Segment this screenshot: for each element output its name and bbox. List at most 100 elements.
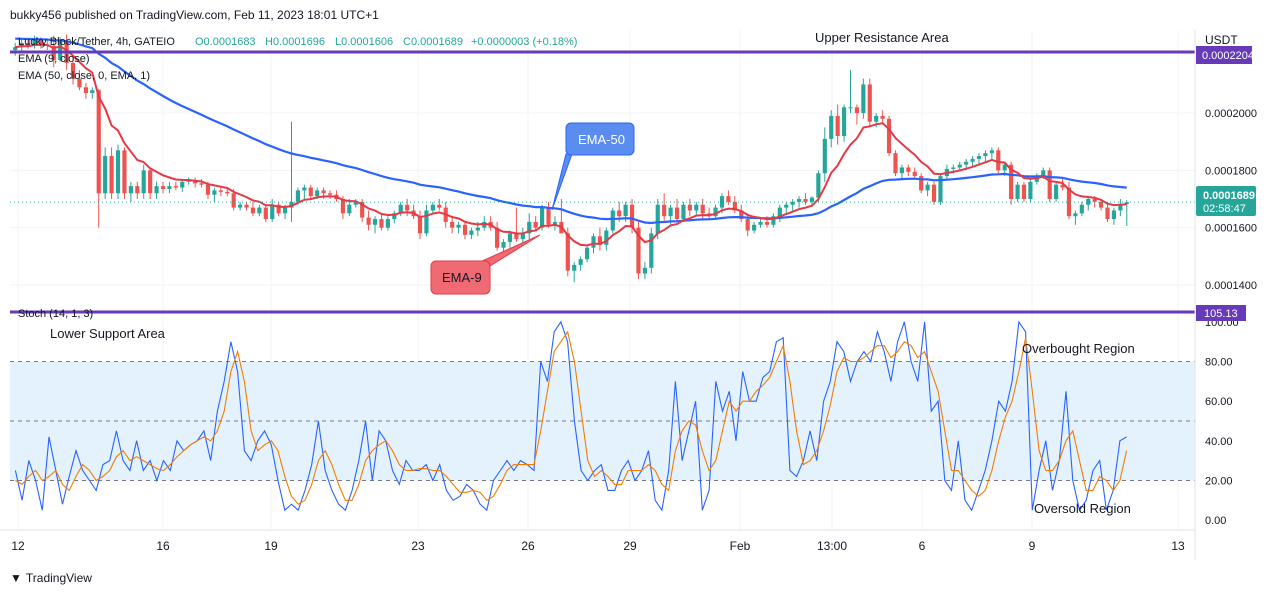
candle-body [822, 138, 827, 174]
candle [327, 190, 333, 200]
candle [19, 38, 24, 52]
candle-body [623, 204, 628, 217]
candle-body [77, 78, 82, 88]
candle-body [295, 190, 301, 202]
tradingview-logo-icon: ▼ [10, 571, 22, 585]
stoch-tick-label: 60.00 [1205, 396, 1233, 408]
candle-body [507, 233, 513, 242]
candle [803, 193, 808, 205]
stoch-tick-label: 20.00 [1205, 475, 1233, 487]
time-tick-label: 9 [1029, 539, 1036, 553]
candle-body [764, 221, 770, 225]
candle-body [732, 201, 737, 211]
ema50-callout[interactable]: EMA-50 [551, 122, 635, 211]
ema9-callout[interactable]: EMA-9 [430, 234, 541, 295]
candle [938, 173, 943, 205]
candle-body [996, 150, 1001, 171]
candle [122, 147, 127, 200]
price-tick-label: 0.0001600 [1205, 223, 1257, 235]
time-tick-label: Feb [730, 539, 751, 553]
oversold-label: Oversold Region [1034, 501, 1131, 516]
stoch-k-line [14, 320, 1127, 512]
candle-body [218, 190, 223, 192]
candle-body [495, 227, 500, 248]
candle [957, 161, 962, 171]
candle-body [475, 227, 480, 231]
candle [495, 221, 500, 251]
candle-body [1092, 199, 1097, 202]
stoch-level-tag [1196, 305, 1246, 321]
candle-body [96, 90, 101, 194]
candle-body [797, 199, 802, 202]
candle-body [835, 115, 840, 136]
candle [437, 199, 442, 211]
candle-body [1124, 202, 1129, 204]
candle-body [231, 193, 236, 208]
candle [777, 204, 782, 222]
price-axis-ticks: 0.0002000 0.0001800 0.0001600 0.0001400 [1205, 108, 1257, 292]
candle [1060, 178, 1065, 191]
candle [1105, 201, 1110, 222]
candle [276, 201, 281, 217]
candle-body [649, 233, 654, 268]
candle-body [212, 190, 217, 195]
candle-body [841, 107, 847, 136]
candle-body [739, 210, 744, 220]
candle [148, 167, 153, 200]
candle-body [103, 156, 108, 194]
candle [649, 227, 654, 274]
candle-body [238, 204, 243, 208]
candle-body [462, 224, 468, 235]
candle [867, 78, 872, 128]
candle-body [719, 196, 725, 208]
candle [572, 262, 577, 283]
candle-body [398, 204, 403, 214]
candle-body [520, 233, 525, 240]
candle-body [379, 219, 384, 228]
candle-body [514, 233, 519, 240]
candle [546, 201, 551, 228]
candle [854, 104, 860, 125]
candle-body [1015, 184, 1020, 200]
candle [193, 177, 198, 188]
candle [218, 186, 223, 197]
legend-low: L0.0001606 [335, 36, 393, 48]
candle-body [250, 207, 256, 214]
candle [302, 184, 307, 200]
price-pane[interactable] [10, 30, 1195, 305]
time-tick-label: 23 [411, 539, 425, 553]
chart-container[interactable]: USDT 0.0002000 0.0001800 0.0001600 0.000140… [0, 30, 1280, 560]
time-tick-label: 19 [264, 539, 278, 553]
candle-body [83, 87, 88, 94]
candle [906, 164, 911, 177]
candle-body [353, 201, 358, 205]
candle [77, 70, 82, 91]
candle-body [906, 167, 911, 172]
candle-body [340, 199, 345, 214]
candle [527, 213, 532, 240]
candle [1028, 178, 1033, 202]
candle-body [366, 217, 371, 225]
candle-body [893, 153, 898, 174]
candle [450, 216, 455, 234]
ema50-callout-box [565, 122, 635, 156]
candle [681, 201, 686, 222]
candle [405, 199, 410, 217]
candle [713, 204, 718, 220]
candle-body [745, 219, 750, 231]
candle-body [282, 207, 288, 214]
chart-svg[interactable]: USDT 0.0002000 0.0001800 0.0001600 0.000140… [0, 30, 1280, 560]
candle [13, 42, 18, 56]
candle [739, 204, 744, 222]
candle-body [70, 62, 76, 79]
currency-label: USDT [1205, 33, 1238, 47]
legend-close: C0.0001689 [403, 36, 463, 48]
legend-ema9: EMA (9, close) [18, 53, 90, 65]
candle-body [430, 204, 435, 211]
candle-body [694, 204, 699, 211]
candle-body [141, 170, 146, 194]
candle [784, 201, 789, 214]
candle [115, 144, 121, 200]
candle-body [13, 47, 18, 51]
candle [244, 201, 249, 211]
